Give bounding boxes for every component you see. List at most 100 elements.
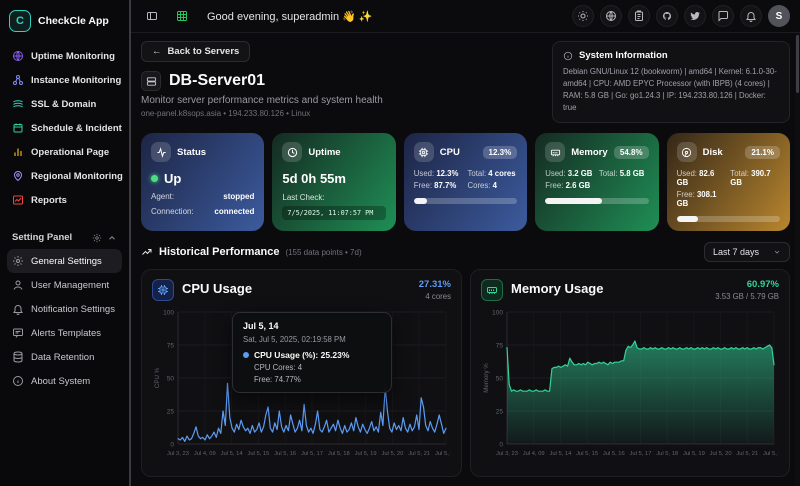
cpu-cores-sub: 4 cores bbox=[425, 292, 451, 302]
scrollbar[interactable] bbox=[795, 33, 800, 486]
sidebar-settings-nav: General Settings User Management Notific… bbox=[7, 249, 122, 393]
status-value: Up bbox=[164, 171, 182, 187]
memory-usage-chart[interactable]: 0 25 50 75 100 Jul 3, 23 Jul 4, 09 Jul 5, 14 Jul… bbox=[481, 307, 785, 459]
charts-row: CPU Usage 27.31% 4 cores 0 25 50 75 100 Jul 3… bbox=[141, 269, 790, 478]
sidebar-item-reports[interactable]: Reports bbox=[7, 188, 122, 212]
sidebar-item-uptime-monitoring[interactable]: Uptime Monitoring bbox=[7, 44, 122, 68]
svg-text:Jul 5, 19: Jul 5, 19 bbox=[355, 451, 377, 457]
sidebar-item-label: Regional Monitoring bbox=[31, 170, 123, 182]
sidebar-item-label: Data Retention bbox=[31, 351, 95, 363]
feedback-icon[interactable] bbox=[712, 5, 734, 27]
github-icon[interactable] bbox=[656, 5, 678, 27]
settings-panel-header[interactable]: Setting Panel bbox=[7, 226, 122, 249]
metric-cards-row: Status Up Agent: stopped Connection: conne… bbox=[141, 133, 790, 232]
app-logo[interactable]: C CheckCle App bbox=[7, 8, 122, 44]
language-globe-icon[interactable] bbox=[600, 5, 622, 27]
sidebar-item-user-management[interactable]: User Management bbox=[7, 273, 122, 297]
chevron-up-icon bbox=[109, 235, 115, 240]
calendar-icon bbox=[13, 123, 23, 133]
svg-text:Jul 5, 14: Jul 5, 14 bbox=[549, 451, 572, 457]
sidebar-item-schedule-incident[interactable]: Schedule & Incident bbox=[7, 116, 122, 140]
cpu-usage-chart-card: CPU Usage 27.31% 4 cores 0 25 50 75 100 Jul 3… bbox=[141, 269, 462, 478]
back-to-servers-button[interactable]: ← Back to Servers bbox=[141, 41, 251, 62]
settings-panel-label: Setting Panel bbox=[12, 232, 73, 243]
uptime-value: 5d 0h 55m bbox=[282, 171, 346, 187]
report-chart-icon bbox=[13, 195, 23, 205]
sidebar-item-general-settings[interactable]: General Settings bbox=[7, 249, 122, 273]
changelog-icon[interactable] bbox=[628, 5, 650, 27]
sidebar-item-operational-page[interactable]: Operational Page bbox=[7, 140, 122, 164]
info-icon bbox=[13, 376, 23, 386]
gear-icon bbox=[13, 256, 23, 266]
svg-text:100: 100 bbox=[163, 310, 174, 317]
svg-text:Jul 3, 23: Jul 3, 23 bbox=[496, 451, 518, 457]
sidebar-item-label: Alerts Templates bbox=[31, 327, 102, 339]
svg-text:Jul 5, 18: Jul 5, 18 bbox=[328, 451, 350, 457]
database-icon bbox=[13, 351, 23, 363]
sidebar-item-notification-settings[interactable]: Notification Settings bbox=[7, 297, 122, 321]
chart-tooltip: Jul 5, 14 Sat, Jul 5, 2025, 02:19:58 PM … bbox=[232, 312, 392, 394]
sidebar-item-regional-monitoring[interactable]: Regional Monitoring bbox=[7, 164, 123, 188]
cpu-current-percent: 27.31% bbox=[418, 279, 451, 291]
svg-text:Jul 5, 17: Jul 5, 17 bbox=[630, 451, 652, 457]
page-title: DB-Server01 bbox=[169, 72, 266, 89]
server-icon bbox=[141, 71, 161, 91]
svg-text:Jul 5, 23: Jul 5, 23 bbox=[763, 451, 779, 457]
svg-text:CPU %: CPU % bbox=[154, 368, 161, 389]
sidebar: C CheckCle App Uptime Monitoring Instanc… bbox=[0, 0, 131, 486]
sidebar-item-instance-monitoring[interactable]: Instance Monitoring bbox=[7, 68, 122, 92]
memory-card: Memory 54.8% Used: 3.2 GB Total: 5.8 GB … bbox=[535, 133, 659, 232]
memory-percent-badge: 54.8% bbox=[613, 145, 649, 159]
sidebar-item-about-system[interactable]: About System bbox=[7, 369, 122, 393]
sidebar-item-label: SSL & Domain bbox=[31, 98, 97, 110]
agent-status: stopped bbox=[223, 192, 255, 202]
uptime-card: Uptime 5d 0h 55m Last Check: 7/5/2025, 1… bbox=[272, 133, 396, 232]
cpu-progress-bar bbox=[413, 198, 518, 205]
nodes-icon bbox=[13, 75, 23, 85]
notifications-bell-icon[interactable] bbox=[740, 5, 762, 27]
twitter-icon[interactable] bbox=[684, 5, 706, 27]
svg-text:25: 25 bbox=[496, 409, 504, 416]
info-icon bbox=[563, 51, 573, 60]
svg-text:Jul 5, 15: Jul 5, 15 bbox=[576, 451, 598, 457]
memory-icon bbox=[481, 279, 503, 302]
sidebar-item-ssl-domain[interactable]: SSL & Domain bbox=[7, 92, 122, 116]
top-bar: Good evening, superadmin 👋 ✨ bbox=[131, 0, 800, 33]
arrow-left-icon: ← bbox=[152, 46, 162, 57]
chart-title: CPU Usage bbox=[182, 281, 253, 297]
greeting-text: Good evening, superadmin 👋 ✨ bbox=[207, 10, 373, 23]
sidebar-item-data-retention[interactable]: Data Retention bbox=[7, 345, 122, 369]
sidebar-item-label: Notification Settings bbox=[31, 303, 115, 315]
memory-usage-sub: 3.53 GB / 5.79 GB bbox=[715, 292, 779, 302]
status-card: Status Up Agent: stopped Connection: conne… bbox=[141, 133, 265, 232]
svg-text:100: 100 bbox=[492, 310, 503, 317]
card-title: Uptime bbox=[308, 146, 341, 158]
time-range-select[interactable]: Last 7 days bbox=[703, 242, 790, 263]
svg-text:Jul 3, 23: Jul 3, 23 bbox=[167, 451, 189, 457]
template-icon bbox=[13, 328, 23, 338]
theme-sun-icon[interactable] bbox=[572, 5, 594, 27]
historical-performance-header: Historical Performance (155 data points … bbox=[141, 242, 790, 263]
panel-toggle-icon[interactable] bbox=[141, 5, 163, 27]
chevron-down-icon bbox=[774, 251, 780, 254]
system-information-card: System Information Debian GNU/Linux 12 (… bbox=[552, 41, 790, 124]
disk-card: Disk 21.1% Used: 82.6 GB Total: 390.7 GB… bbox=[666, 133, 790, 232]
system-info-title: System Information bbox=[579, 50, 668, 61]
apps-grid-icon[interactable] bbox=[171, 5, 193, 27]
svg-text:Jul 5, 23: Jul 5, 23 bbox=[435, 451, 451, 457]
svg-text:Jul 5, 20: Jul 5, 20 bbox=[381, 451, 403, 457]
user-avatar[interactable]: S bbox=[768, 5, 790, 27]
layers-icon bbox=[13, 100, 23, 108]
last-check-value: 7/5/2025, 11:07:57 PM bbox=[282, 206, 386, 221]
app-title: CheckCle App bbox=[38, 15, 109, 27]
server-header: ← Back to Servers DB-Server01 Monitor se… bbox=[141, 41, 383, 123]
sidebar-item-alerts-templates[interactable]: Alerts Templates bbox=[7, 321, 122, 345]
activity-icon bbox=[151, 142, 171, 163]
sidebar-item-label: Operational Page bbox=[31, 146, 110, 158]
svg-text:Jul 5, 14: Jul 5, 14 bbox=[221, 451, 244, 457]
svg-text:Jul 5, 21: Jul 5, 21 bbox=[736, 451, 758, 457]
scrollbar-thumb[interactable] bbox=[796, 35, 799, 93]
server-meta: one-panel.k8sops.asia • 194.233.80.126 •… bbox=[141, 109, 311, 118]
system-info-text: Debian GNU/Linux 12 (bookworm) | amd64 |… bbox=[563, 67, 777, 113]
